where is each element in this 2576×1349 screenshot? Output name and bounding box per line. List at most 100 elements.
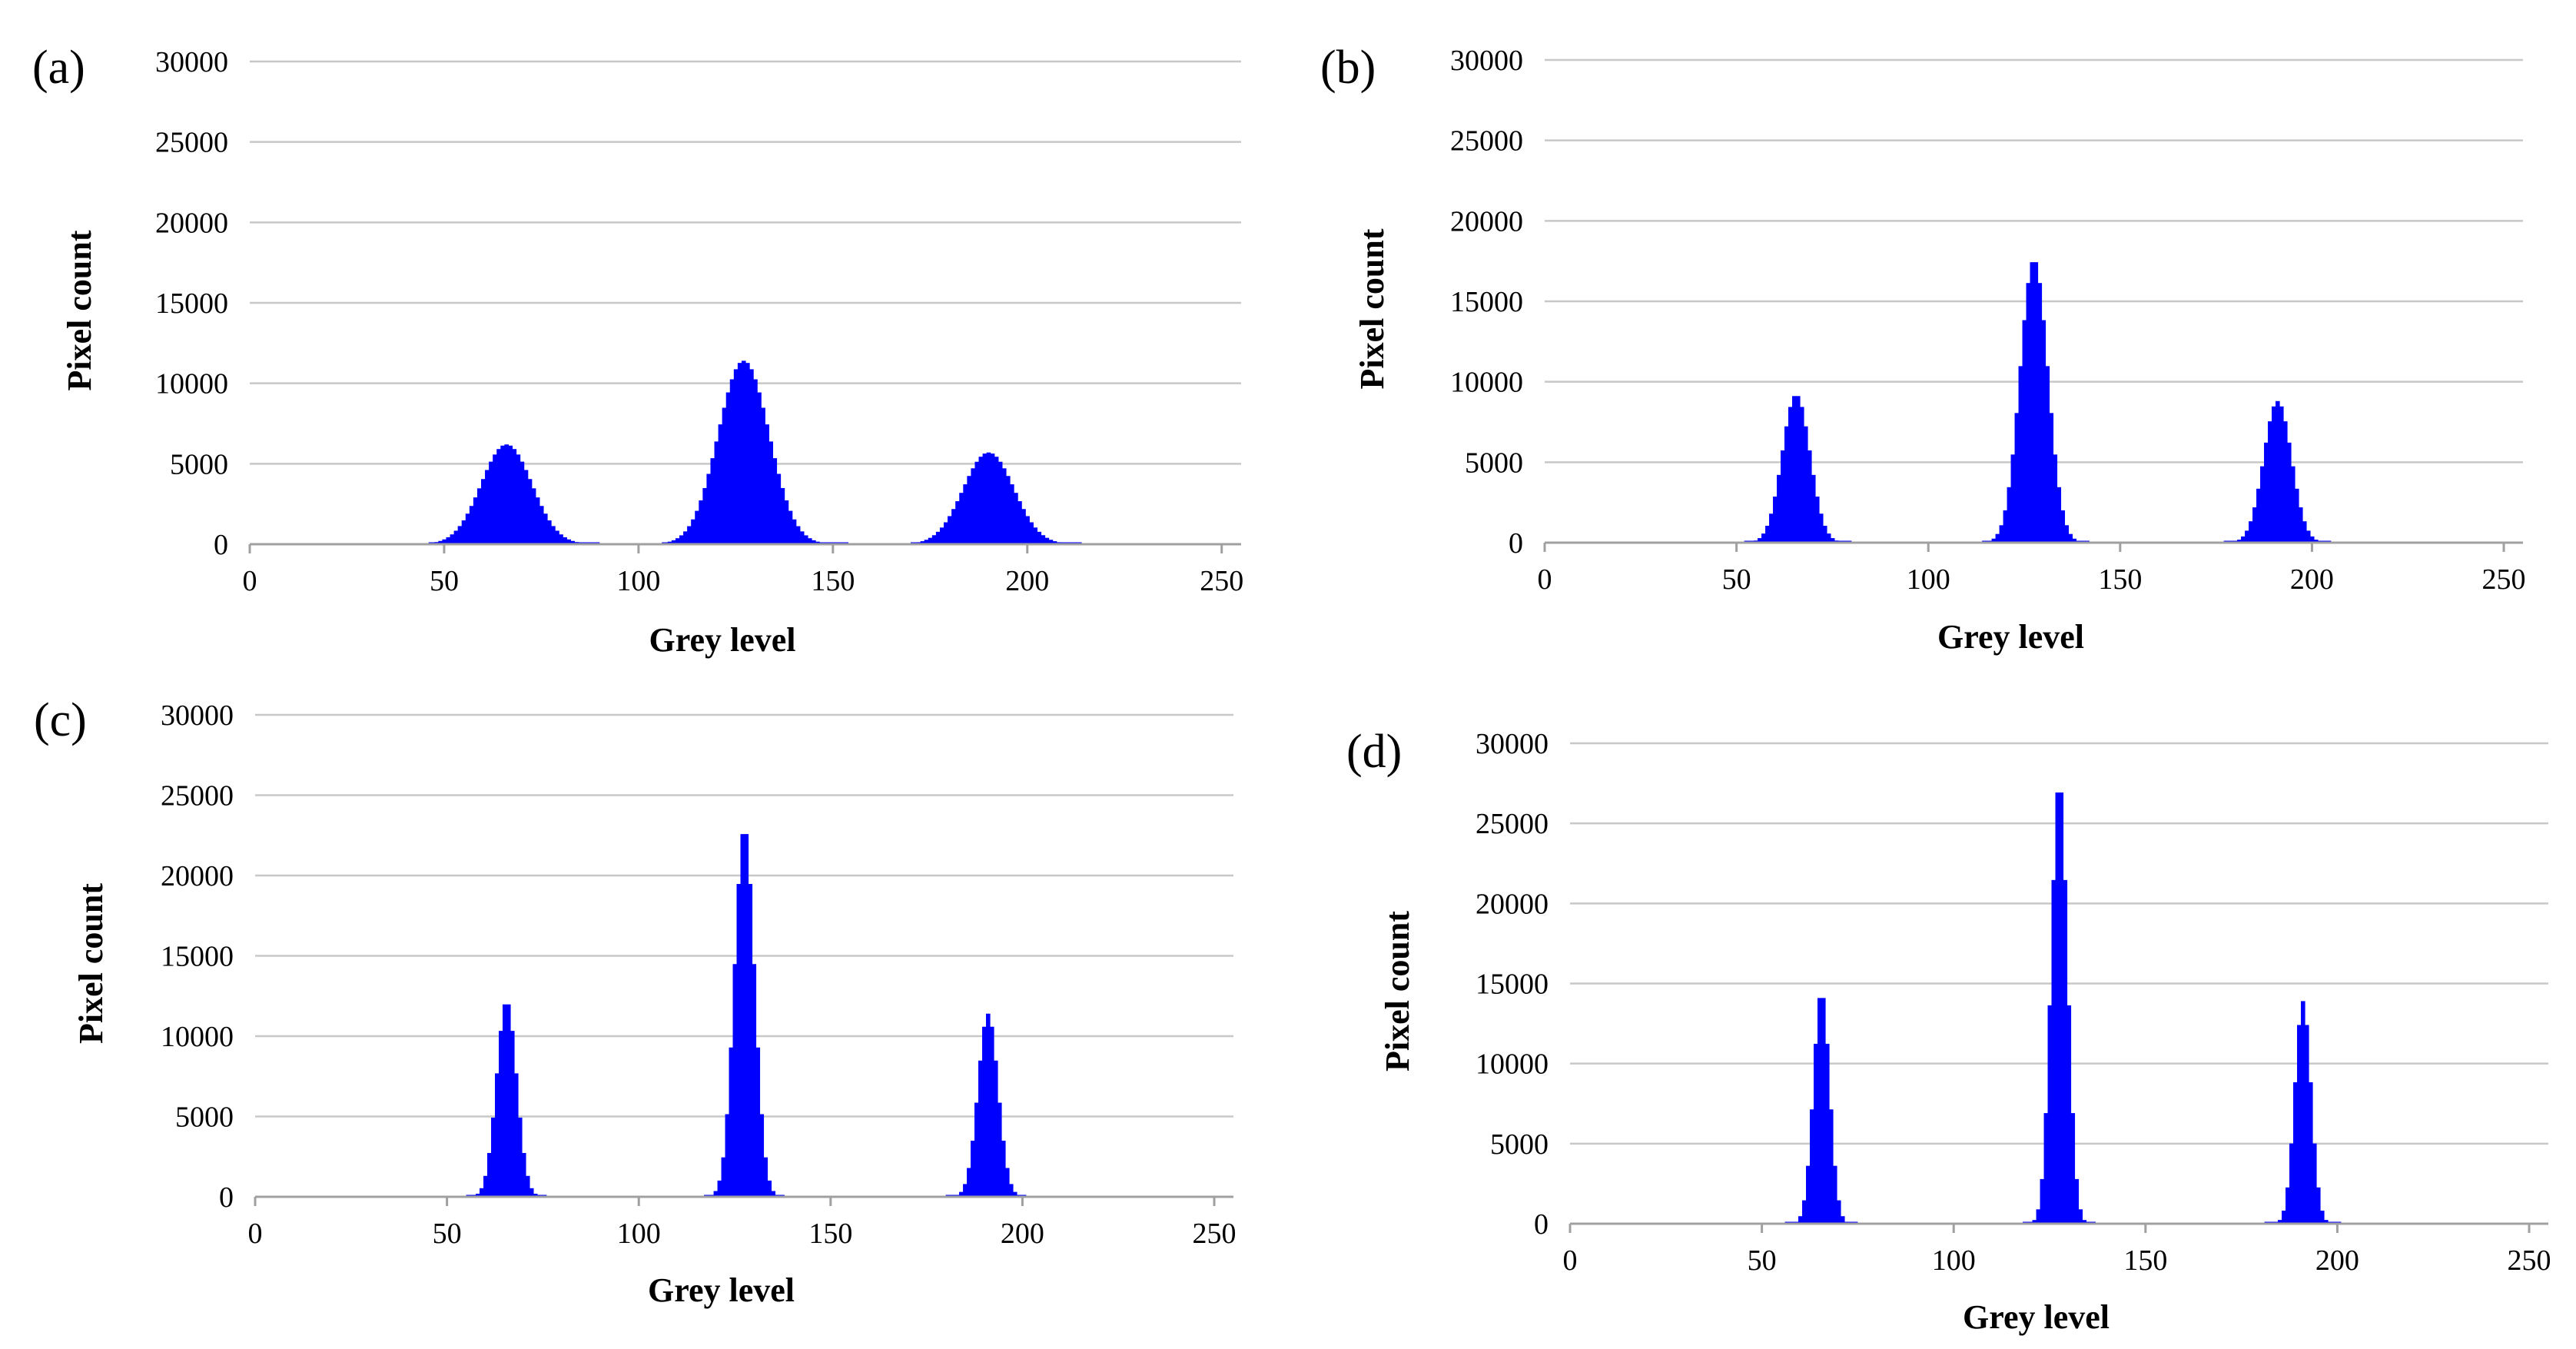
- histogram-bar: [982, 454, 988, 544]
- histogram-bar: [971, 468, 976, 544]
- x-tick-label: 250: [1200, 565, 1243, 597]
- histogram-bar: [1821, 998, 1826, 1224]
- histogram-bar: [1784, 426, 1789, 543]
- y-tick-label: 20000: [155, 207, 228, 239]
- histogram-bar: [1822, 526, 1827, 543]
- histogram-bar: [1017, 501, 1022, 544]
- histogram-bar: [2036, 1209, 2041, 1224]
- histogram-bar: [971, 1141, 975, 1197]
- histogram-bar: [2302, 521, 2307, 543]
- histogram-bar: [990, 454, 995, 544]
- x-tick-label: 100: [616, 565, 660, 597]
- histogram-bar: [520, 461, 525, 544]
- histogram-bar: [2264, 442, 2269, 543]
- histogram-bar: [1828, 1109, 1834, 1224]
- histogram-bar: [2078, 1209, 2083, 1224]
- histogram-bar: [480, 1188, 484, 1197]
- histogram-bar: [761, 407, 765, 544]
- x-tick-label: 100: [617, 1218, 661, 1250]
- histogram-bar: [508, 445, 513, 544]
- histogram-bar: [736, 883, 742, 1197]
- histogram-bar: [699, 500, 703, 544]
- x-tick-label: 250: [2508, 1244, 2551, 1277]
- histogram-bar: [928, 537, 933, 544]
- histogram-bar: [1799, 407, 1804, 543]
- histogram-bar: [500, 445, 505, 544]
- histogram-bar: [529, 1188, 534, 1197]
- histogram-bar: [2040, 1178, 2045, 1224]
- histogram-bar: [959, 493, 964, 544]
- histogram-bar: [729, 379, 735, 544]
- histogram-bar: [695, 510, 699, 544]
- histogram-bar: [2010, 454, 2016, 543]
- histogram-bar: [744, 834, 749, 1197]
- histogram-bar: [989, 1026, 994, 1197]
- histogram-bar: [457, 526, 463, 544]
- histogram-bar: [1803, 426, 1808, 543]
- histogram-bar: [2289, 1143, 2294, 1224]
- histogram-bar: [745, 363, 750, 544]
- y-tick-label: 20000: [1476, 888, 1549, 920]
- histogram-bar: [1814, 497, 1820, 543]
- histogram-bar: [788, 510, 793, 544]
- histogram-bar: [982, 1026, 987, 1197]
- y-tick-label: 0: [1534, 1208, 1549, 1241]
- x-axis-title: Grey level: [1937, 618, 2084, 656]
- x-tick-label: 150: [2098, 563, 2142, 596]
- x-tick-label: 50: [430, 565, 459, 597]
- histogram-bar: [807, 538, 812, 544]
- histogram-bar: [737, 363, 742, 544]
- y-tick-label: 25000: [155, 127, 228, 159]
- histogram-bar: [748, 883, 753, 1197]
- y-tick-label: 0: [219, 1181, 234, 1214]
- histogram-bar: [1781, 450, 1785, 543]
- y-axis-title: Pixel count: [1353, 228, 1391, 389]
- histogram-bar: [1795, 396, 1801, 543]
- y-tick-label: 0: [1509, 527, 1523, 560]
- histogram-bar: [2003, 510, 2008, 543]
- histogram-bar: [525, 1175, 530, 1197]
- histogram-bar: [506, 1004, 511, 1197]
- histogram-bar: [481, 479, 486, 544]
- histogram-bar: [1037, 531, 1042, 544]
- panel-label: (c): [34, 694, 87, 746]
- histogram-bar: [2256, 488, 2261, 543]
- histogram-bar: [997, 1102, 1002, 1197]
- histogram-bar: [1025, 516, 1030, 544]
- histogram-bar: [759, 1114, 765, 1197]
- histogram-bar: [924, 540, 929, 544]
- histogram-bar: [495, 1073, 500, 1197]
- histogram-bar: [513, 1073, 519, 1197]
- histogram-bar: [784, 500, 789, 544]
- y-tick-label: 5000: [1465, 447, 1523, 479]
- histogram-bar: [493, 454, 497, 544]
- histogram-bar: [2241, 536, 2246, 543]
- histogram-bar: [683, 531, 688, 544]
- x-tick-label: 200: [2290, 563, 2334, 596]
- histogram-bar: [1033, 527, 1038, 544]
- histogram-bar: [1818, 513, 1824, 543]
- histogram-bar: [442, 539, 447, 544]
- histogram-bar: [974, 1102, 979, 1197]
- histogram-bar: [2051, 879, 2056, 1224]
- y-tick-label: 5000: [1490, 1128, 1549, 1161]
- histogram-bar: [516, 454, 521, 544]
- histogram-bar: [740, 834, 745, 1197]
- histogram-bar: [2074, 1178, 2080, 1224]
- histogram-bar: [1008, 1184, 1014, 1197]
- histogram-bar: [729, 1047, 734, 1197]
- histogram-bar: [714, 441, 719, 544]
- histogram-bar: [948, 516, 952, 544]
- histogram-bar: [951, 509, 956, 544]
- histogram-bar: [780, 487, 785, 544]
- histogram-bar: [2249, 521, 2253, 543]
- histogram-bar: [2315, 1187, 2321, 1224]
- histogram-bar: [2037, 283, 2043, 543]
- x-tick-label: 50: [1748, 1244, 1777, 1277]
- x-tick-label: 0: [248, 1218, 263, 1250]
- histogram-bar: [721, 1157, 726, 1197]
- histogram-bar: [2260, 466, 2265, 543]
- histogram-bar: [551, 526, 556, 544]
- histogram-bar: [2305, 530, 2311, 543]
